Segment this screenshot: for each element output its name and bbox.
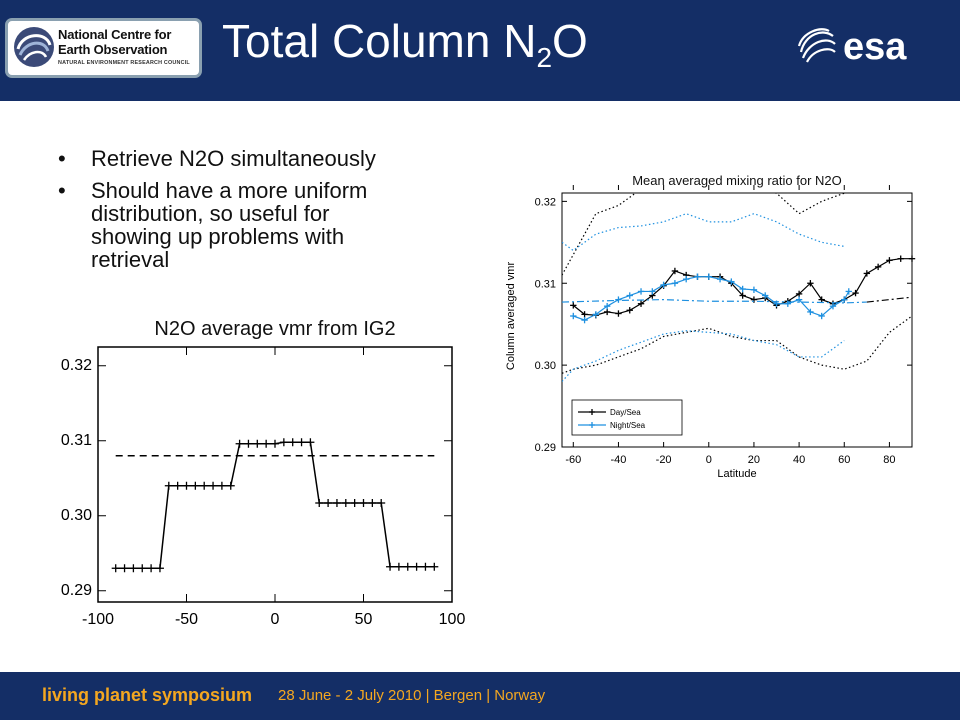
- nceo-swirl-icon: [14, 27, 54, 67]
- series-line: [573, 276, 850, 321]
- y-tick-label: 0.30: [61, 507, 92, 524]
- event-name: living planet symposium: [42, 685, 253, 705]
- footer-bar: living planet symposium 28 June - 2 July…: [0, 672, 960, 720]
- event-details: 28 June - 2 July 2010 | Bergen | Norway: [278, 687, 546, 704]
- esa-wordmark: esa: [843, 26, 907, 68]
- plot-frame: [561, 192, 913, 448]
- chart-mixing-ratio: Mean averaged mixing ratio for N2O -60 -40…: [505, 173, 916, 480]
- legend-label: Night/Sea: [610, 421, 646, 430]
- nceo-logo: National Centre for Earth Observation NA…: [5, 18, 202, 78]
- chart-title: Mean averaged mixing ratio for N2O: [632, 173, 842, 188]
- x-tick-label: 0: [271, 611, 280, 628]
- x-tick-label: -20: [656, 454, 672, 466]
- y-tick-label: 0.31: [61, 432, 92, 449]
- step-line: [115, 441, 435, 569]
- x-tick-label: 0: [706, 454, 712, 466]
- x-tick-label: 80: [883, 454, 895, 466]
- bullet-item: Retrieve N2O simultaneously: [58, 147, 378, 170]
- x-tick-label: 40: [793, 454, 805, 466]
- x-tick-label: -40: [610, 454, 626, 466]
- esa-globe-icon: [797, 28, 836, 63]
- envelope-line: [562, 315, 912, 374]
- chart-ig2-vmr: N2O average vmr from IG2 -100 -50 0 50 100 0.2…: [61, 318, 466, 628]
- x-axis-label: Latitude: [717, 468, 756, 480]
- bullet-item: Should have a more uniform distribution,…: [58, 179, 378, 271]
- x-tick-label: -60: [565, 454, 581, 466]
- envelope-line: [562, 213, 845, 252]
- envelope-line: [562, 330, 845, 382]
- y-tick-label: 0.32: [61, 357, 92, 374]
- legend-box: [571, 399, 683, 436]
- y-tick-label: 0.29: [61, 582, 92, 599]
- bullet-list: Retrieve N2O simultaneously Should have …: [58, 147, 378, 297]
- x-tick-label: 20: [748, 454, 760, 466]
- header-bar: Total Column N2O National Centre for Ear…: [0, 0, 960, 101]
- x-tick-label: 60: [838, 454, 850, 466]
- mean-reference-line: [562, 299, 867, 304]
- x-tick-label: 50: [355, 611, 373, 628]
- x-tick-label: -50: [175, 611, 198, 628]
- slide-title: Total Column N2O: [222, 15, 588, 73]
- legend-label: Day/Sea: [610, 408, 641, 417]
- x-tick-label: 100: [439, 611, 466, 628]
- mean-reference-line: [866, 296, 912, 303]
- y-axis-label: Column averaged vmr: [505, 262, 517, 371]
- chart-title: N2O average vmr from IG2: [154, 318, 395, 340]
- y-tick-label: 0.30: [535, 360, 556, 372]
- y-tick-label: 0.29: [535, 442, 556, 454]
- y-tick-label: 0.32: [535, 196, 556, 208]
- x-tick-label: -100: [82, 611, 114, 628]
- y-tick-label: 0.31: [535, 278, 556, 290]
